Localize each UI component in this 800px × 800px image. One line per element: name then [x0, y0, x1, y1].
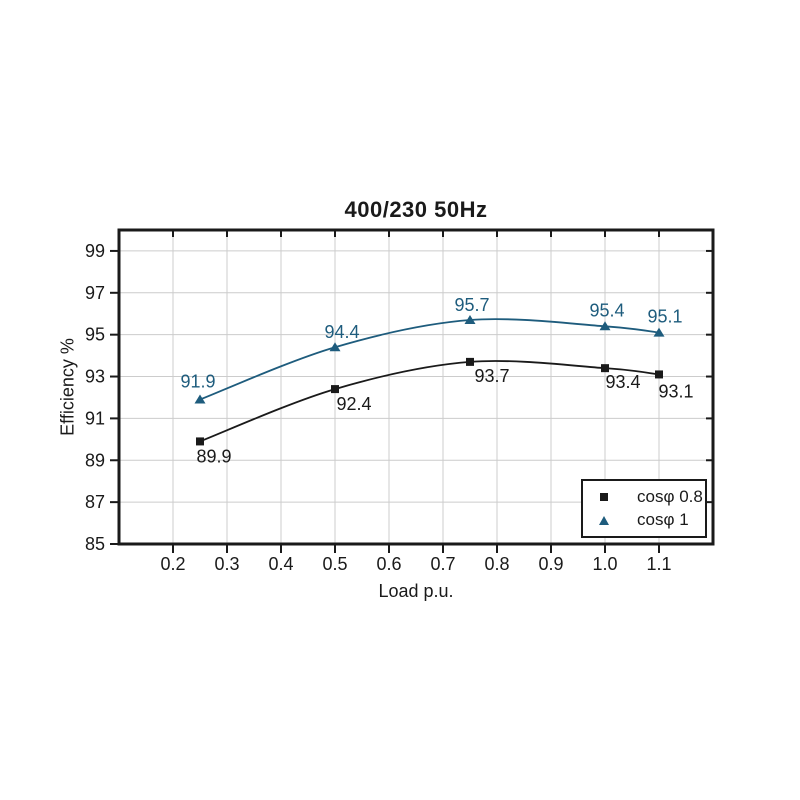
x-tick-label: 0.8 — [484, 554, 509, 574]
square-marker-icon — [600, 492, 608, 501]
x-axis-label: Load p.u. — [378, 581, 454, 601]
data-point-label: 95.4 — [589, 300, 624, 320]
plot-border — [117, 228, 715, 546]
legend: cosφ 0.8 cosφ 1 — [581, 479, 707, 538]
x-tick-label: 0.9 — [538, 554, 563, 574]
chart-title: 400/230 50Hz — [344, 197, 488, 222]
data-point-label: 89.9 — [196, 446, 231, 466]
y-tick-label: 99 — [85, 241, 105, 261]
y-tick-label: 87 — [85, 492, 105, 512]
series-line — [199, 318, 660, 401]
data-point-marker — [329, 342, 341, 352]
data-point-label: 92.4 — [336, 394, 371, 414]
legend-marker-cell — [597, 492, 611, 501]
data-point-label: 93.7 — [474, 366, 509, 386]
x-tick-label: 1.0 — [592, 554, 617, 574]
legend-marker-cell — [597, 515, 611, 525]
legend-label-cosphi-1: cosφ 1 — [637, 510, 689, 530]
data-point-label: 93.4 — [605, 372, 640, 392]
data-point-label: 95.7 — [454, 295, 489, 315]
data-point-marker — [331, 385, 339, 394]
triangle-marker-icon — [599, 515, 609, 525]
legend-entry-cosphi-0-8: cosφ 0.8 — [597, 485, 705, 509]
x-tick-label: 0.4 — [268, 554, 293, 574]
legend-entry-cosphi-1: cosφ 1 — [597, 509, 705, 533]
data-point-label: 95.1 — [647, 307, 682, 327]
legend-label-cosphi-0-8: cosφ 0.8 — [637, 486, 703, 506]
data-point-marker — [601, 364, 609, 373]
y-tick-label: 85 — [85, 534, 105, 554]
y-tick-label: 97 — [85, 283, 105, 303]
y-tick-label: 93 — [85, 367, 105, 387]
y-tick-label: 91 — [85, 408, 105, 428]
data-point-marker — [464, 315, 476, 325]
data-point-marker — [196, 437, 204, 446]
y-tick-label: 89 — [85, 450, 105, 470]
data-point-marker — [194, 394, 206, 404]
x-tick-label: 0.5 — [322, 554, 347, 574]
data-point-marker — [655, 370, 663, 379]
x-tick-label: 0.2 — [160, 554, 185, 574]
data-point-label: 93.1 — [658, 381, 693, 401]
x-tick-label: 0.6 — [376, 554, 401, 574]
data-point-label: 94.4 — [324, 322, 359, 342]
x-tick-label: 0.3 — [214, 554, 239, 574]
data-point-label: 91.9 — [180, 372, 215, 392]
data-point-marker — [653, 327, 665, 337]
series-line — [199, 360, 660, 443]
data-point-marker — [466, 357, 474, 366]
x-tick-label: 1.1 — [646, 554, 671, 574]
y-axis-label: Efficiency % — [57, 338, 78, 436]
x-tick-label: 0.7 — [430, 554, 455, 574]
data-point-marker — [599, 321, 611, 331]
y-tick-label: 95 — [85, 325, 105, 345]
